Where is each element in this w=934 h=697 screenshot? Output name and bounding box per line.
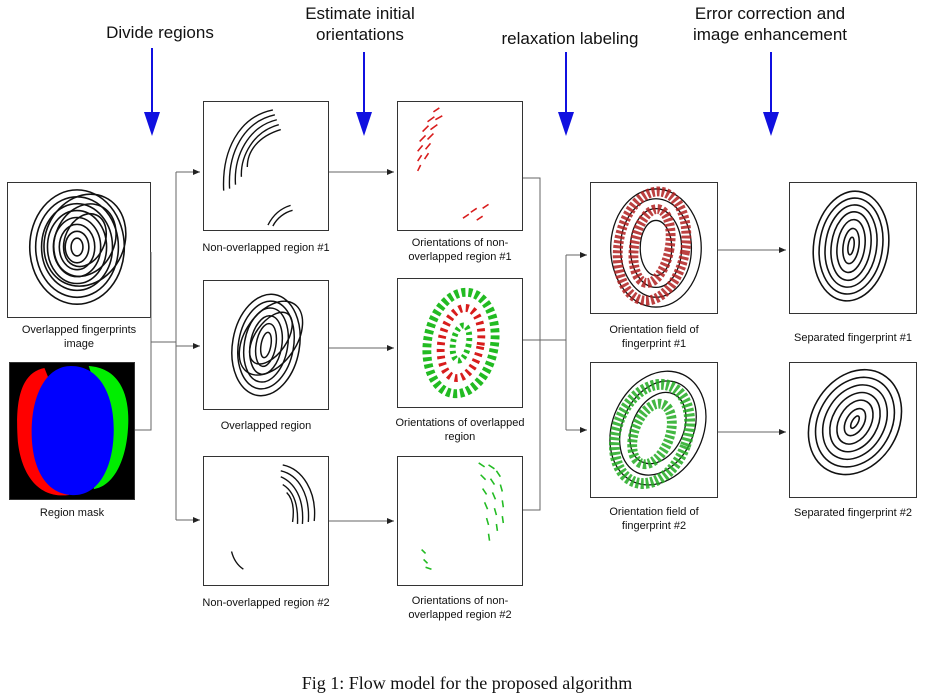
figure-caption: Fig 1: Flow model for the proposed algor… <box>301 673 633 693</box>
orientation-field-2-image <box>590 362 718 498</box>
caption-line: Orientations of overlapped <box>395 417 525 429</box>
down-arrow-icon <box>356 52 372 136</box>
fingerprint-icon <box>231 293 304 397</box>
caption-line: Orientation field of <box>609 506 699 518</box>
step-divide-line: Divide regions <box>106 23 214 42</box>
caption-nonoverlap-2: Non-overlapped region #2 <box>185 596 347 610</box>
caption-orient-overlap: Orientations of overlapped region <box>377 416 543 444</box>
caption-line: fingerprint #2 <box>621 520 687 532</box>
non-overlapped-region-2-image <box>203 456 329 586</box>
caption-line: overlapped region #1 <box>408 251 512 263</box>
down-arrow-icon <box>144 48 160 136</box>
caption-line: Region mask <box>39 507 105 519</box>
fingerprint-icon <box>812 190 890 302</box>
fingerprint-icon <box>807 368 903 476</box>
caption-line: Non-overlapped region #1 <box>202 242 330 254</box>
orientation-field-icon <box>608 370 707 489</box>
step-correct-line: image enhancement <box>692 25 848 44</box>
down-arrow-icon <box>558 52 574 136</box>
down-arrow-icon <box>763 52 779 136</box>
step-relax-line: relaxation labeling <box>501 29 639 48</box>
separated-fingerprint-1-image <box>789 182 917 314</box>
partial-fingerprint-icon <box>230 464 316 570</box>
region-mask-image <box>9 362 135 500</box>
caption-line: Non-overlapped region #2 <box>202 597 330 609</box>
caption-line: Orientations of non- <box>411 237 509 249</box>
caption-overlap: Overlapped region <box>185 419 347 433</box>
caption-field-1: Orientation field of fingerprint #1 <box>572 323 736 351</box>
step-estimate-orientations: Estimate initial orientations <box>280 3 440 45</box>
step-estimate-line: orientations <box>316 25 404 44</box>
orientation-field-icon <box>421 462 505 570</box>
caption-line: Orientation field of <box>609 324 699 336</box>
orientation-field-icon <box>422 287 500 399</box>
step-error-correction: Error correction and image enhancement <box>670 3 870 45</box>
caption-nonoverlap-1: Non-overlapped region #1 <box>185 241 347 255</box>
step-relaxation-labeling: relaxation labeling <box>480 28 660 49</box>
caption-line: Separated fingerprint #1 <box>793 332 913 344</box>
fingerprint-icon <box>28 189 127 305</box>
orientations-nonoverlap-1-image <box>397 101 523 231</box>
orientation-field-1-image <box>590 182 718 314</box>
caption-overlapped-input: Overlapped fingerprints image <box>0 323 158 351</box>
caption-sep-1: Separated fingerprint #1 <box>771 331 934 345</box>
orientation-field-icon <box>610 186 702 308</box>
partial-fingerprint-icon <box>222 109 293 227</box>
step-estimate-line: Estimate initial <box>305 4 415 23</box>
caption-line: Orientations of non- <box>411 595 509 607</box>
caption-line: Separated fingerprint #2 <box>793 507 913 519</box>
caption-orient-nonoverlap-2: Orientations of non- overlapped region #… <box>377 594 543 622</box>
overlapped-region-image <box>203 280 329 410</box>
caption-line: Overlapped fingerprints <box>21 324 137 336</box>
overlapped-fingerprint-image <box>7 182 151 318</box>
orientation-field-icon <box>416 107 489 221</box>
orientations-nonoverlap-2-image <box>397 456 523 586</box>
step-correct-line: Error correction and <box>694 4 846 23</box>
region-mask-icon <box>10 363 134 499</box>
non-overlapped-region-1-image <box>203 101 329 231</box>
caption-line: image <box>64 338 94 350</box>
caption-line: overlapped region #2 <box>408 609 512 621</box>
caption-region-mask: Region mask <box>9 506 135 520</box>
caption-sep-2: Separated fingerprint #2 <box>771 506 934 520</box>
caption-field-2: Orientation field of fingerprint #2 <box>572 505 736 533</box>
caption-orient-nonoverlap-1: Orientations of non- overlapped region #… <box>377 236 543 264</box>
separated-fingerprint-2-image <box>789 362 917 498</box>
caption-line: Overlapped region <box>220 420 312 432</box>
caption-line: region <box>444 431 476 443</box>
orientations-overlap-image <box>397 278 523 408</box>
caption-line: fingerprint #1 <box>621 338 687 350</box>
step-divide-regions: Divide regions <box>80 22 240 43</box>
